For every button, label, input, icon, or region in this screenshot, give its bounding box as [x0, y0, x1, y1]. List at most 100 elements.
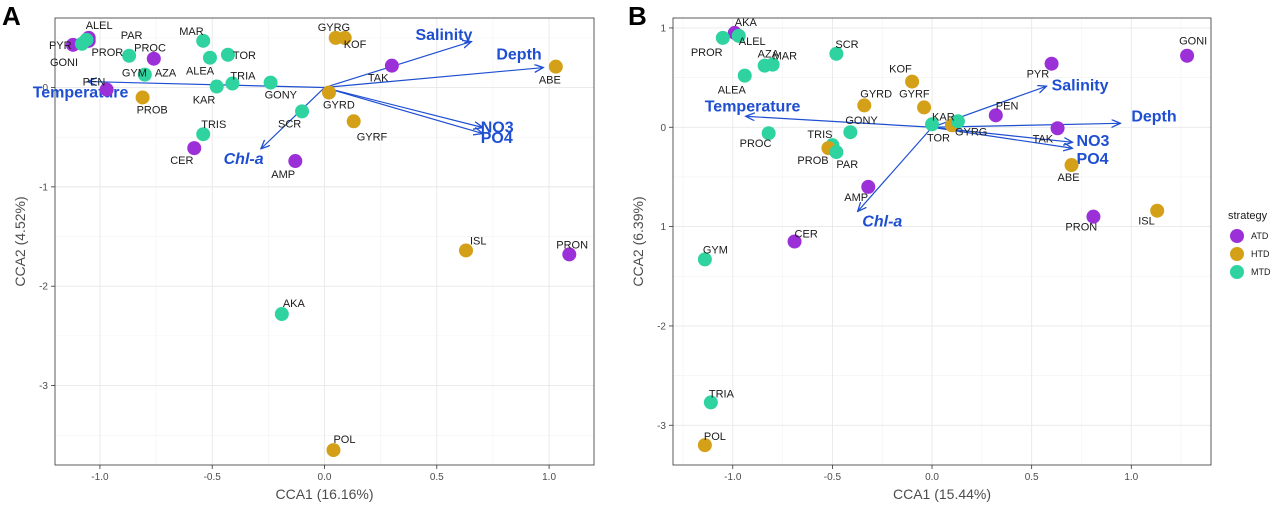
point-pror: [79, 32, 94, 47]
point-label-tor: TOR: [233, 50, 256, 62]
point-label-goni: GONI: [1179, 36, 1207, 48]
point-pron: [1086, 209, 1101, 224]
point-label-mar: MAR: [179, 26, 204, 38]
point-tor: [220, 47, 235, 62]
point-label-proc: PROC: [134, 43, 166, 55]
point-label-pol: POL: [333, 434, 355, 446]
vector-arrow-po4: [324, 86, 482, 134]
point-scr: [829, 46, 844, 61]
point-kof: [905, 74, 920, 89]
point-label-gyrd: GYRD: [323, 100, 355, 112]
point-label-goni: GONI: [50, 57, 78, 69]
point-kar: [209, 79, 224, 94]
point-gony: [263, 75, 278, 90]
point-pyr: [1044, 56, 1059, 71]
point-cer: [187, 141, 202, 156]
vector-label-po4: PO4: [481, 130, 513, 147]
panel-b-letter: B: [628, 1, 647, 31]
vector-arrow-depth: [324, 68, 543, 89]
legend-swatch-atd: [1230, 229, 1244, 243]
point-label-isl: ISL: [470, 235, 487, 247]
y-tick-label: 1: [660, 222, 666, 233]
point-label-gony: GONY: [265, 90, 298, 102]
vector-arrow-chla: [262, 87, 325, 149]
point-label-pen: PEN: [83, 77, 106, 89]
point-label-kof: KOF: [344, 39, 367, 51]
vector-label-salinity: Salinity: [415, 27, 472, 44]
vector-label-temperature: Temperature: [33, 85, 129, 102]
point-pol: [697, 438, 712, 453]
point-alea: [202, 50, 217, 65]
point-label-prob: PROB: [797, 155, 828, 167]
panel-border: [54, 17, 595, 466]
legend-label-htd: HTD: [1251, 249, 1270, 259]
point-label-gym: GYM: [122, 68, 147, 80]
point-pror: [715, 30, 730, 45]
legend-label-atd: ATD: [1251, 231, 1269, 241]
point-label-gyrf: GYRF: [357, 131, 388, 143]
point-pen: [99, 82, 114, 97]
point-label-par: PAR: [121, 30, 143, 42]
point-gyrg: [950, 114, 965, 129]
point-label-tria: TRIA: [230, 71, 256, 83]
point-label-mar: MAR: [773, 51, 798, 63]
point-aka: [274, 307, 289, 322]
point-label-gyrd: GYRD: [860, 88, 892, 100]
point-label-pror: PROR: [691, 47, 723, 59]
point-label-amp: AMP: [844, 192, 868, 204]
point-gony: [843, 125, 858, 140]
point-tak: [384, 58, 399, 73]
point-label-aka: AKA: [283, 298, 306, 310]
point-isl: [458, 243, 473, 258]
y-axis-title: CCA2 (6.39%): [630, 196, 646, 286]
y-tick-label: 1: [660, 23, 666, 34]
point-label-tria: TRIA: [709, 388, 735, 400]
point-label-gony: GONY: [845, 115, 878, 127]
point-label-pol: POL: [704, 431, 726, 443]
point-label-prob: PROB: [137, 104, 168, 116]
legend-title: strategy: [1228, 210, 1268, 222]
vector-label-depth: Depth: [496, 47, 541, 64]
point-label-gym: GYM: [703, 244, 728, 256]
x-tick-label: 1.0: [542, 472, 556, 483]
point-label-abe: ABE: [1058, 172, 1080, 184]
panel-a-letter: A: [2, 1, 21, 31]
point-label-gyrf: GYRF: [899, 88, 930, 100]
point-proc: [122, 48, 137, 63]
point-gyrd: [857, 98, 872, 113]
y-tick-label: -1: [39, 182, 48, 193]
vector-label-temperature: Temperature: [705, 98, 801, 115]
point-label-pyr: PYR: [49, 40, 72, 52]
point-tria: [703, 395, 718, 410]
y-axis-title: CCA2 (4.52%): [12, 196, 28, 286]
point-label-pror: PROR: [91, 47, 123, 59]
point-gyrf: [346, 114, 361, 129]
x-tick-label: 0.5: [1025, 472, 1039, 483]
point-label-tris: TRIS: [807, 129, 832, 141]
point-isl: [1150, 203, 1165, 218]
x-tick-label: -1.0: [724, 472, 742, 483]
point-label-pron: PRON: [556, 239, 588, 251]
point-label-kof: KOF: [889, 64, 912, 76]
panel-b-plot: -1.0 -0.5 0.0 0.5 1.0 1 0 1 -2 -3 CCA1 (15.44%) CCA…: [630, 17, 1212, 502]
point-label-isl: ISL: [1138, 216, 1155, 228]
point-label-aka: AKA: [735, 17, 758, 29]
point-label-tak: TAK: [368, 73, 389, 85]
panel-a-plot: -1.0 -0.5 0.0 0.5 1.0 -3 -2 -1 0 CCA1 (16.16%) CCA…: [12, 17, 595, 502]
x-axis-title: CCA1 (15.44%): [893, 486, 991, 502]
point-scr: [295, 104, 310, 119]
point-label-tor: TOR: [927, 132, 950, 144]
strategy-legend: strategy ATD HTD MTD: [1228, 210, 1271, 279]
x-axis-title: CCA1 (16.16%): [275, 486, 373, 502]
y-tick-label: -2: [39, 282, 48, 293]
vector-label-chla: Chl-a: [224, 151, 264, 168]
y-tick-label: -2: [657, 321, 666, 332]
point-label-proc: PROC: [740, 138, 772, 150]
legend-swatch-htd: [1230, 247, 1244, 261]
y-tick-label: 0: [660, 123, 666, 134]
point-label-alel: ALEL: [86, 20, 113, 32]
point-amp: [861, 179, 876, 194]
point-tria: [225, 76, 240, 91]
point-label-aza: AZA: [155, 68, 177, 80]
x-tick-label: 0.0: [925, 472, 939, 483]
